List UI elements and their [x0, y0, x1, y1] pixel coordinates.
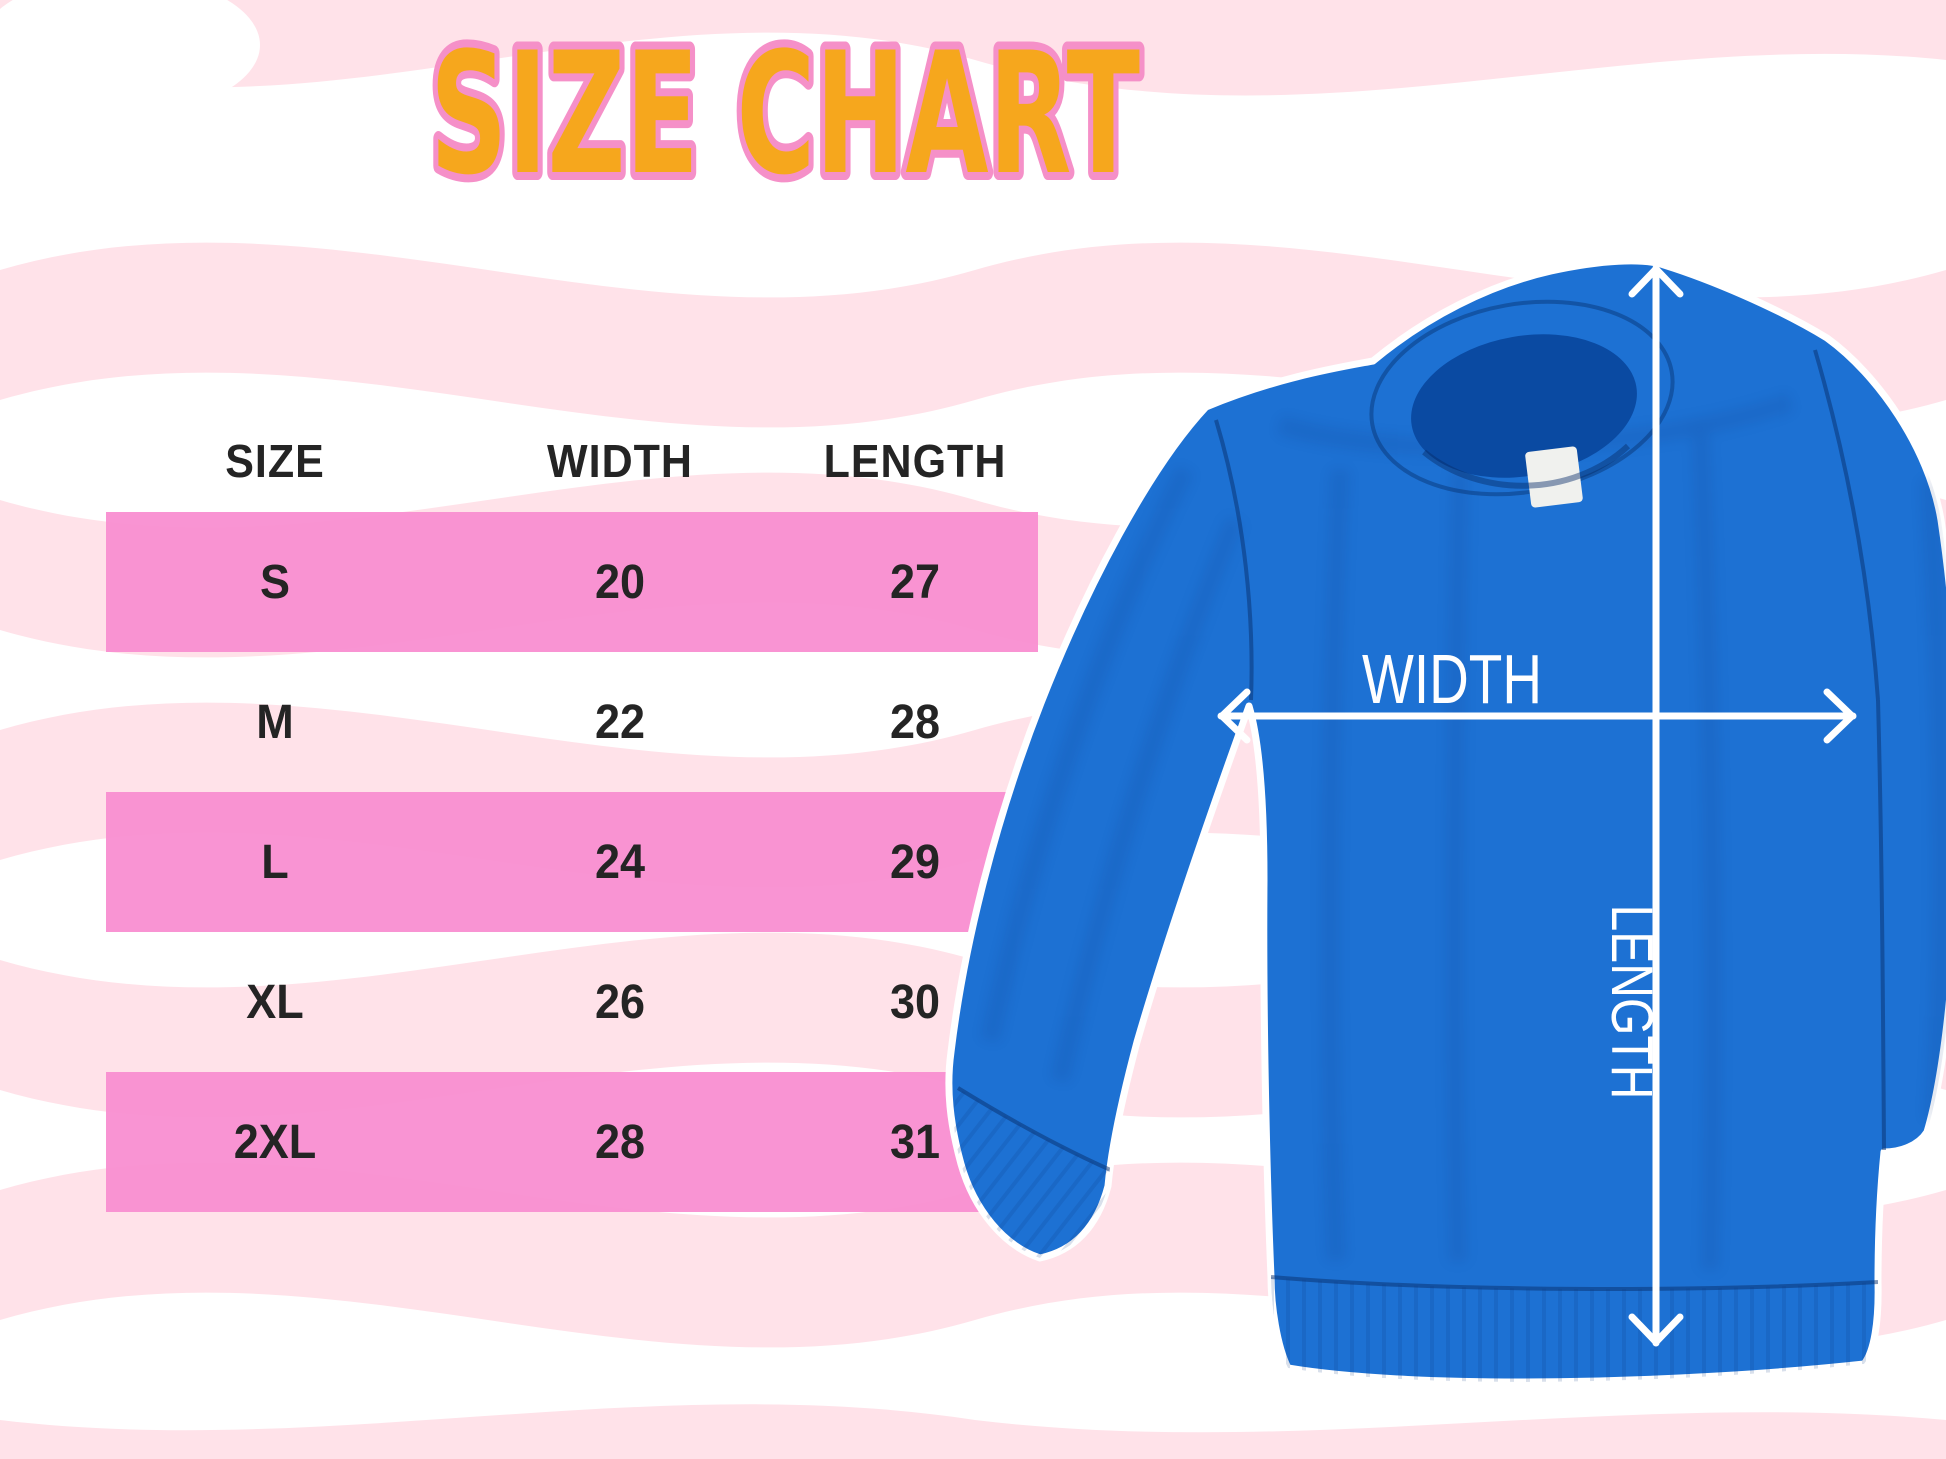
table-row: S 20 27 [106, 512, 1038, 652]
page-title: SIZE CHART [430, 16, 1140, 212]
hem-seam [1270, 1275, 1879, 1291]
header-width: WIDTH [547, 436, 693, 488]
cuff-ribbing [953, 1088, 1115, 1258]
cell-size: 2XL [233, 1113, 317, 1169]
cell-length: 31 [889, 1113, 941, 1169]
title-banner: SIZE CHART [422, 8, 1148, 220]
cell-size: M [256, 693, 294, 749]
collar-front-lip [1422, 443, 1631, 489]
hem-ribbing [1271, 1277, 1879, 1382]
table-row: 2XL 28 31 [106, 1072, 1038, 1212]
length-arrowhead-bottom [1628, 1313, 1684, 1346]
cell-length: 27 [889, 553, 941, 609]
cell-size: S [259, 553, 291, 609]
sweatshirt-details [953, 299, 1946, 1382]
cell-size: XL [246, 973, 304, 1029]
table-row: L 24 29 [106, 792, 1038, 932]
neck-tag [1525, 446, 1583, 508]
length-label: LENGTH [1599, 905, 1664, 1100]
header-size: SIZE [225, 436, 325, 488]
cell-length: 28 [889, 693, 941, 749]
cell-width: 24 [594, 833, 646, 889]
right-side-seam [1876, 699, 1886, 1151]
width-arrowhead-left [1218, 688, 1251, 744]
cell-width: 20 [594, 553, 646, 609]
size-table-header: SIZE WIDTH LENGTH [106, 412, 1038, 512]
length-arrowhead-top [1628, 265, 1684, 298]
width-label: WIDTH [1362, 640, 1542, 718]
width-arrowhead-right [1823, 688, 1856, 744]
collar-opening [1411, 334, 1637, 478]
cell-width: 22 [594, 693, 646, 749]
cell-width: 28 [594, 1113, 646, 1169]
table-row: XL 26 30 [106, 932, 1038, 1072]
size-table: SIZE WIDTH LENGTH S 20 27 M 22 28 L 24 2… [106, 412, 1038, 1212]
wave-gap-blob [0, 0, 260, 115]
cell-width: 26 [594, 973, 646, 1029]
cell-length: 30 [889, 973, 941, 1029]
right-armhole-seam [1813, 349, 1880, 701]
table-row: M 22 28 [106, 652, 1038, 792]
cell-size: L [261, 833, 289, 889]
header-length: LENGTH [823, 436, 1007, 488]
cell-length: 29 [889, 833, 941, 889]
left-armhole-seam [1214, 419, 1254, 701]
